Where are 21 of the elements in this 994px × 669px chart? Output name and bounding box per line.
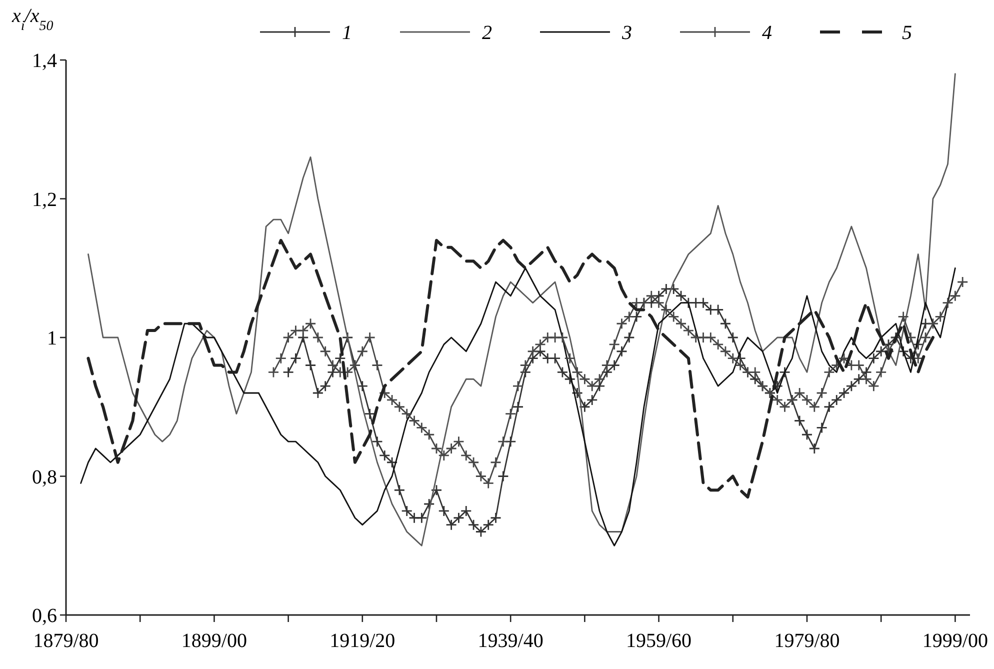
x-tick-label: 1919/20 <box>330 630 396 652</box>
legend-label: 4 <box>762 22 772 44</box>
line-series <box>80 267 956 546</box>
y-tick-label: 1,4 <box>32 50 57 72</box>
y-tick-label: 1 <box>47 328 57 350</box>
line-series <box>88 73 956 546</box>
x-tick-label: 1879/80 <box>33 630 99 652</box>
line-series <box>86 238 934 499</box>
y-tick-label: 0,8 <box>32 466 57 488</box>
legend-label: 1 <box>342 22 352 44</box>
legend-label: 3 <box>621 22 632 44</box>
x-tick-label: 1999/00 <box>922 630 988 652</box>
x-tick-label: 1979/80 <box>774 630 840 652</box>
x-tick-label: 1939/40 <box>478 630 544 652</box>
x-tick-label: 1959/60 <box>626 630 692 652</box>
x-tick-label: 1899/00 <box>181 630 247 652</box>
y-tick-label: 1,2 <box>32 188 57 211</box>
y-axis-title: x$_{i}$/x$_{50}$ <box>11 5 54 34</box>
legend-label: 2 <box>482 22 492 44</box>
y-tick-label: 0,6 <box>32 605 57 627</box>
legend-label: 5 <box>902 22 912 44</box>
